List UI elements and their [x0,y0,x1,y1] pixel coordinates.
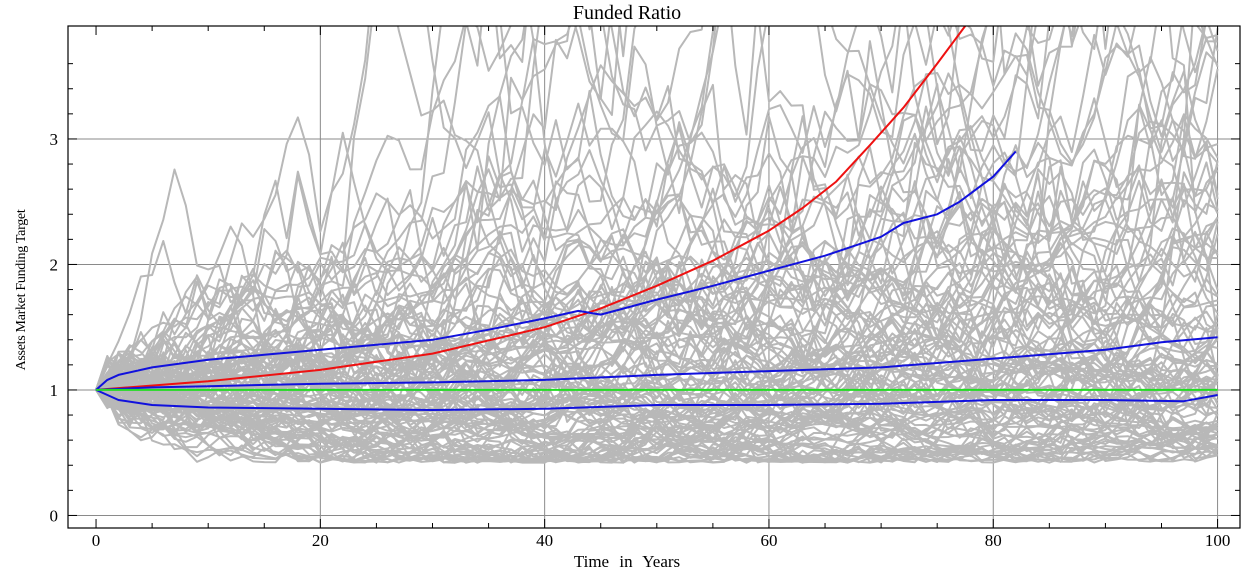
simulated-path-line [95,26,897,391]
simulated-path-line [95,26,1218,391]
simulated-path-line [95,26,1000,430]
simulated-path-line [95,26,1219,457]
chart-title: Funded Ratio [572,2,682,24]
summary-series [95,26,1218,411]
x-axis-label: Time in Years [573,552,681,571]
simulated-path-line [95,373,1218,464]
plot-frame [67,25,1241,529]
y-tick-label: 0 [50,506,59,525]
x-tick-label: 20 [312,531,329,550]
y-axis-label: Assets Market Funding Target [14,209,29,371]
x-tick-label: 0 [92,531,101,550]
simulated-path-line [95,155,1219,457]
axis-ticks: 0 20 40 60 80 100 0 1 2 3 [50,26,1240,550]
x-tick-label: 60 [760,531,777,550]
y-tick-label: 2 [50,255,59,274]
simulated-path-line [95,26,1206,408]
x-tick-label: 100 [1205,531,1231,550]
simulated-path-line [95,305,1218,425]
simulated-path-line [95,373,1219,464]
simulated-path-line [95,245,1219,436]
simulated-path-line [95,338,1218,463]
y-tick-label: 1 [50,381,59,400]
percentile-series-line [95,336,1218,391]
simulated-path-line [95,247,1219,414]
simulated-path-line [95,26,1219,431]
simulated-paths [95,26,1219,464]
simulated-path-line [95,155,1219,415]
simulated-path-line [95,267,1219,432]
simulated-path-line [95,26,704,407]
percentile-series-line [95,150,1017,391]
y-tick-label: 3 [50,130,59,149]
simulated-path-line [95,26,1050,437]
percentile-series-line [95,388,1218,411]
x-tick-label: 80 [985,531,1002,550]
expected-series-line [95,26,967,391]
simulated-path-line [95,178,1219,399]
simulated-path-line [95,353,1218,463]
simulated-path-line [95,26,953,394]
simulated-path-line [95,386,1218,464]
simulated-path-line [95,51,1219,410]
x-tick-label: 40 [536,531,553,550]
